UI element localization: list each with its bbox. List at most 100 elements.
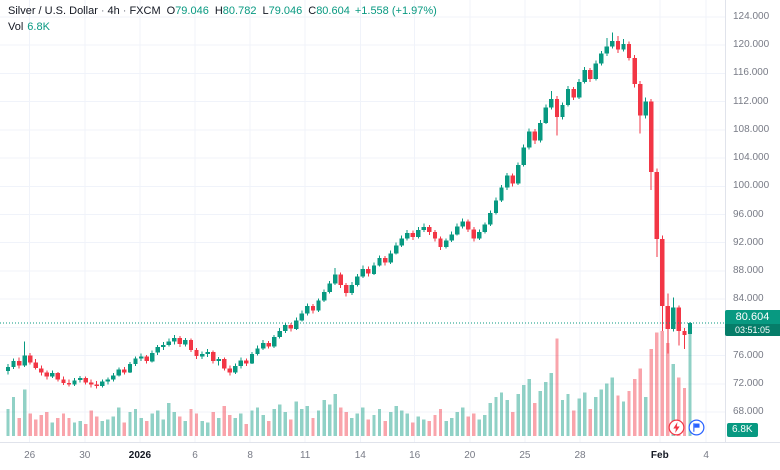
- economic-calendar-flag-icon[interactable]: [688, 419, 705, 436]
- time-tick-label: 16: [409, 450, 421, 461]
- volume-bar: [272, 409, 276, 436]
- volume-bar: [250, 410, 254, 436]
- volume-bar: [671, 364, 676, 436]
- candle: [327, 280, 332, 294]
- volume-bar: [566, 394, 570, 436]
- time-scale[interactable]: 26 30 2026 6 8 11 14 16 20 25 28 Feb 4: [0, 442, 780, 470]
- candle: [105, 377, 110, 385]
- candle: [554, 96, 560, 136]
- candle: [277, 328, 282, 339]
- candle: [72, 378, 77, 386]
- volume-bar: [644, 397, 648, 436]
- candle: [272, 335, 277, 348]
- volume-bar: [411, 422, 415, 436]
- volume-bar: [571, 410, 576, 436]
- volume-bar: [111, 416, 116, 436]
- candle: [321, 289, 327, 302]
- candle: [637, 81, 643, 134]
- candle: [44, 370, 49, 380]
- volume-bar: [649, 349, 653, 436]
- volume-bar: [339, 407, 343, 436]
- candle: [471, 227, 476, 242]
- volume-bar: [350, 418, 354, 436]
- volume-bar: [83, 424, 88, 436]
- volume-bar: [100, 421, 104, 436]
- candle: [116, 367, 122, 377]
- volume-bar: [355, 413, 359, 436]
- volume-label: Vol: [8, 21, 24, 33]
- volume-bar: [222, 406, 226, 436]
- symbol-legend[interactable]: Silver / U.S. Dollar · 4h · FXCM O79.046 H80.7…: [8, 5, 437, 17]
- candle: [161, 342, 166, 350]
- candle: [649, 98, 654, 190]
- time-tick-label: 28: [574, 450, 586, 461]
- volume-bar: [494, 397, 498, 436]
- volume-bar: [72, 422, 77, 436]
- time-tick-label: 26: [24, 450, 36, 461]
- low-label: L: [262, 5, 269, 17]
- volume-bar: [144, 421, 149, 436]
- volume-bar: [322, 400, 326, 436]
- interval-label[interactable]: 4h: [107, 5, 120, 17]
- candle: [222, 357, 227, 371]
- volume-bar: [366, 419, 371, 436]
- candle: [244, 358, 249, 367]
- alert-lightning-icon[interactable]: [668, 419, 685, 436]
- candle: [643, 97, 648, 119]
- candle: [122, 366, 127, 375]
- exchange-label[interactable]: FXCM: [129, 5, 161, 17]
- volume-bar: [278, 404, 282, 436]
- volume-bar: [488, 403, 493, 436]
- volume-bar: [461, 407, 465, 436]
- candle: [432, 230, 438, 242]
- volume-bar: [455, 412, 459, 436]
- volume-bar: [333, 394, 337, 436]
- volume-bar: [217, 418, 221, 436]
- candle: [610, 32, 615, 49]
- open-label: O: [166, 5, 176, 17]
- volume-bar: [39, 415, 43, 436]
- candle: [288, 323, 293, 332]
- volume-bar: [599, 389, 603, 436]
- candle: [588, 67, 593, 82]
- volume-bar: [605, 383, 609, 436]
- price-tick-label: 108.000: [733, 123, 770, 135]
- candle: [477, 229, 482, 240]
- candle: [621, 38, 626, 52]
- candle: [510, 173, 515, 187]
- volume-bar: [194, 413, 199, 436]
- volume-bar: [233, 418, 237, 436]
- candle: [316, 298, 321, 312]
- volume-bar: [61, 413, 66, 436]
- volume-bar: [261, 415, 265, 436]
- candle: [155, 345, 160, 355]
- volume-bar: [632, 379, 637, 436]
- volume-bar: [483, 415, 487, 436]
- volume-bar: [516, 394, 520, 436]
- price-tick-label: 88.000: [733, 264, 764, 276]
- volume-bar: [682, 388, 687, 436]
- candle: [333, 268, 338, 285]
- candle: [255, 345, 260, 356]
- candle: [211, 350, 216, 364]
- candle: [100, 379, 105, 388]
- price-scale[interactable]: 124.000 120.000 116.000 112.000 108.000 104.0…: [725, 0, 780, 442]
- symbol-title[interactable]: Silver / U.S. Dollar: [8, 5, 98, 17]
- price-tick-label: 116.000: [733, 67, 769, 79]
- candle: [61, 376, 66, 386]
- volume-bar: [583, 392, 587, 436]
- volume-bar: [56, 418, 60, 436]
- candle: [238, 357, 244, 369]
- candle: [39, 365, 44, 376]
- candle: [416, 227, 421, 239]
- candle: [615, 36, 621, 53]
- volume-legend[interactable]: Vol 6.8K: [8, 21, 50, 33]
- volume-bar: [549, 373, 554, 436]
- candle: [94, 381, 99, 389]
- candle: [266, 340, 271, 349]
- candle: [138, 353, 144, 362]
- volume-bar: [106, 419, 110, 436]
- candle: [665, 293, 671, 354]
- candle: [144, 354, 149, 364]
